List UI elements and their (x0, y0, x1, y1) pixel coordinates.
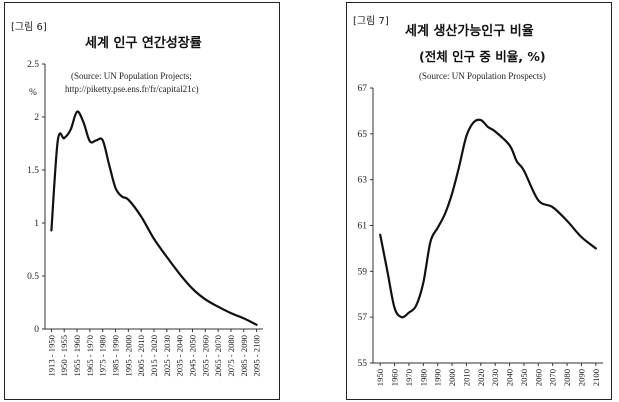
figure-label: [그림 6] (11, 21, 47, 33)
x-tick-label: 2005 - 2010 (136, 335, 146, 377)
x-tick-label: 1965 - 1970 (85, 335, 95, 377)
x-tick-label: 1985 - 1990 (111, 335, 121, 377)
y-tick-label: 2.5 (27, 60, 39, 70)
x-tick-label: 2045 - 2050 (187, 335, 197, 377)
y-tick-label: 65 (358, 130, 368, 140)
x-tick-label: 1990 (433, 369, 443, 386)
y-tick-label: 1 (34, 219, 39, 229)
chart-subtitle: (전체 인구 중 비율, %) (419, 49, 546, 64)
y-tick-label: 2 (34, 113, 39, 123)
x-tick-label: 1980 (418, 369, 428, 386)
x-tick-label: 2020 (476, 369, 486, 386)
x-tick-label: 2040 (505, 369, 515, 386)
y-tick-label: 67 (358, 84, 368, 94)
x-tick-label: 1960 (390, 369, 400, 386)
source-line-1: (Source: UN Population Projects; (71, 71, 192, 81)
x-tick-label: 2050 (519, 369, 529, 386)
x-tick-label: 2025 - 2030 (162, 335, 172, 377)
x-tick-label: 1950 (375, 369, 385, 386)
y-tick-label: 0.5 (27, 272, 39, 282)
chart-panel-working-age-share: [그림 7] 세계 생산가능인구 비율 (전체 인구 중 비율, %) (Sou… (346, 2, 612, 400)
x-tick-label: 2065 - 2070 (213, 335, 223, 377)
x-tick-label: 2035 - 2040 (175, 335, 185, 377)
x-tick-label: 2030 (490, 369, 500, 386)
y-tick-label: 57 (358, 313, 368, 323)
x-tick-label: 2010 (461, 369, 471, 386)
x-tick-label: 2070 (548, 369, 558, 386)
chart-panel-population-growth: [그림 6] 세계 인구 연간성장률 (Source: UN Populatio… (4, 2, 280, 400)
chart-title: 세계 생산가능인구 비율 (405, 23, 534, 39)
chart-title: 세계 인구 연간성장률 (85, 35, 202, 51)
x-tick-label: 2060 (533, 369, 543, 386)
x-tick-label: 2085 - 2090 (239, 335, 249, 377)
x-tick-label: 1913 - 1950 (46, 335, 56, 377)
y-tick-label: 59 (358, 267, 368, 277)
x-tick-label: 2015 - 2020 (149, 335, 159, 377)
y-tick-label: 63 (358, 176, 368, 186)
x-tick-label: 2100 (591, 369, 601, 386)
x-tick-label: 2075 - 2080 (226, 335, 236, 377)
y-tick-label: 0 (34, 325, 39, 335)
source-line-2: http://piketty.pse.ens.fr/fr/capital21c) (65, 84, 199, 94)
figure-label: [그림 7] (353, 15, 389, 27)
y-axis-unit-label: % (29, 88, 37, 98)
x-tick-label: 2055 - 2060 (200, 335, 210, 377)
x-tick-label: 1970 (404, 369, 414, 386)
x-tick-label: 1950 - 1955 (59, 335, 69, 377)
y-tick-label: 1.5 (27, 166, 39, 176)
x-tick-label: 1975 - 1980 (98, 335, 108, 377)
x-tick-label: 1995 - 2000 (123, 335, 133, 377)
y-tick-label: 55 (358, 359, 368, 369)
growth-rate-line (50, 110, 258, 326)
growth-rate-chart: [그림 6] 세계 인구 연간성장률 (Source: UN Populatio… (11, 21, 263, 377)
working-age-line (379, 118, 597, 319)
y-tick-label: 61 (358, 222, 368, 232)
x-tick-label: 2090 (576, 369, 586, 386)
x-tick-label: 2000 (447, 369, 457, 386)
x-tick-label: 2080 (562, 369, 572, 386)
x-tick-label: 1955 - 1960 (72, 335, 82, 377)
x-tick-label: 2095 - 2100 (252, 335, 262, 377)
source-line-1: (Source: UN Population Prospects) (419, 71, 546, 81)
working-age-chart: [그림 7] 세계 생산가능인구 비율 (전체 인구 중 비율, %) (Sou… (353, 15, 603, 386)
